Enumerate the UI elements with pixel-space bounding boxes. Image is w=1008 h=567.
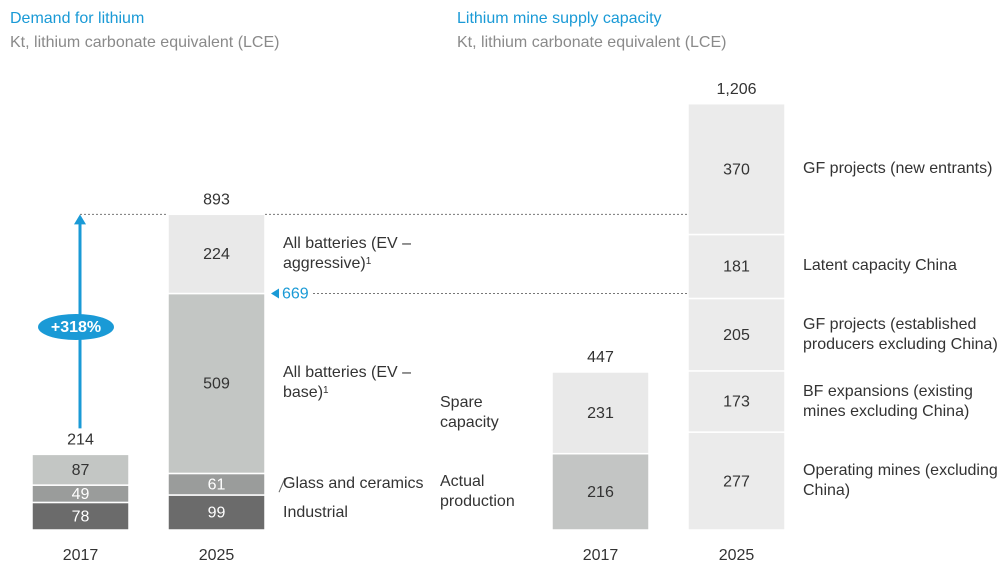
bar-segment (551, 371, 650, 455)
footnote-marker: 1 (323, 385, 329, 397)
value-label: 216 (587, 484, 614, 501)
annotation: +318% (51, 319, 101, 336)
series-name: Industrial (283, 503, 348, 521)
bar-segment (687, 102, 786, 236)
reference-marker (271, 288, 279, 299)
series-label: All batteries (EV – base)1 (283, 363, 453, 403)
series-name: Glass and ceramics (283, 475, 424, 493)
bar-segment (551, 452, 650, 531)
value-label: 49 (72, 486, 90, 503)
bar-segment (687, 370, 786, 433)
series-name: GF projects (new entrants) (803, 160, 993, 178)
x-tick-label: 2025 (719, 547, 755, 564)
leader-line (278, 478, 286, 493)
value-label: 173 (723, 394, 750, 411)
value-label: 277 (723, 473, 750, 490)
total-label: 447 (587, 349, 614, 366)
series-label: BF expansions (existing mines excluding … (803, 382, 1003, 422)
value-label: 370 (723, 161, 750, 178)
chart-title: Demand for lithium (10, 10, 145, 27)
chart-title: Lithium mine supply capacity (457, 10, 662, 27)
value-label: 181 (723, 259, 750, 276)
series-label: Operating mines (excluding China) (803, 461, 1003, 501)
x-tick-label: 2017 (63, 547, 99, 564)
x-tick-label: 2017 (583, 547, 619, 564)
value-label: 99 (208, 505, 226, 522)
series-name: Latent capacity China (803, 257, 957, 275)
value-label: 87 (72, 462, 90, 479)
bar-segment (167, 213, 266, 295)
total-label: 214 (67, 432, 94, 449)
series-label: Latent capacity China (803, 256, 1003, 276)
series-label: All batteries (EV – aggressive)1 (283, 234, 453, 274)
x-tick-label: 2025 (199, 547, 235, 564)
series-name: GF projects (established producers exclu… (803, 315, 998, 353)
arrow-head (74, 214, 86, 225)
series-label: GF projects (established producers exclu… (803, 315, 1003, 355)
bar-segment (167, 292, 266, 475)
series-label: Actual production (440, 472, 545, 512)
series-name: All batteries (EV – base) (283, 364, 412, 402)
bar-segment (31, 453, 130, 486)
series-label: Glass and ceramics (283, 474, 453, 494)
annotation-badge (38, 314, 114, 340)
value-label: 231 (587, 405, 614, 422)
value-label: 61 (208, 476, 226, 493)
chart-subtitle: Kt, lithium carbonate equivalent (LCE) (10, 34, 280, 51)
series-label: Spare capacity (440, 393, 545, 433)
value-label: 224 (203, 246, 230, 263)
reference-label: 669 (282, 286, 309, 303)
value-label: 78 (72, 508, 90, 525)
value-label: 509 (203, 376, 230, 393)
series-name: BF expansions (existing mines excluding … (803, 382, 973, 420)
series-name: All batteries (EV – aggressive) (283, 234, 412, 272)
series-name: Actual production (440, 472, 515, 510)
footnote-marker: 1 (365, 255, 372, 267)
chart-subtitle: Kt, lithium carbonate equivalent (LCE) (457, 34, 727, 51)
series-label: Industrial (283, 503, 453, 523)
bar-segment (687, 233, 786, 300)
bar-segment (687, 431, 786, 531)
bar-segment (167, 494, 266, 531)
total-label: 1,206 (716, 81, 756, 98)
series-name: Spare capacity (440, 393, 499, 431)
bar-segment (687, 297, 786, 372)
value-label: 205 (723, 327, 750, 344)
total-label: 893 (203, 192, 230, 209)
series-name: Operating mines (excluding China) (803, 462, 998, 500)
series-label: GF projects (new entrants) (803, 159, 1003, 179)
